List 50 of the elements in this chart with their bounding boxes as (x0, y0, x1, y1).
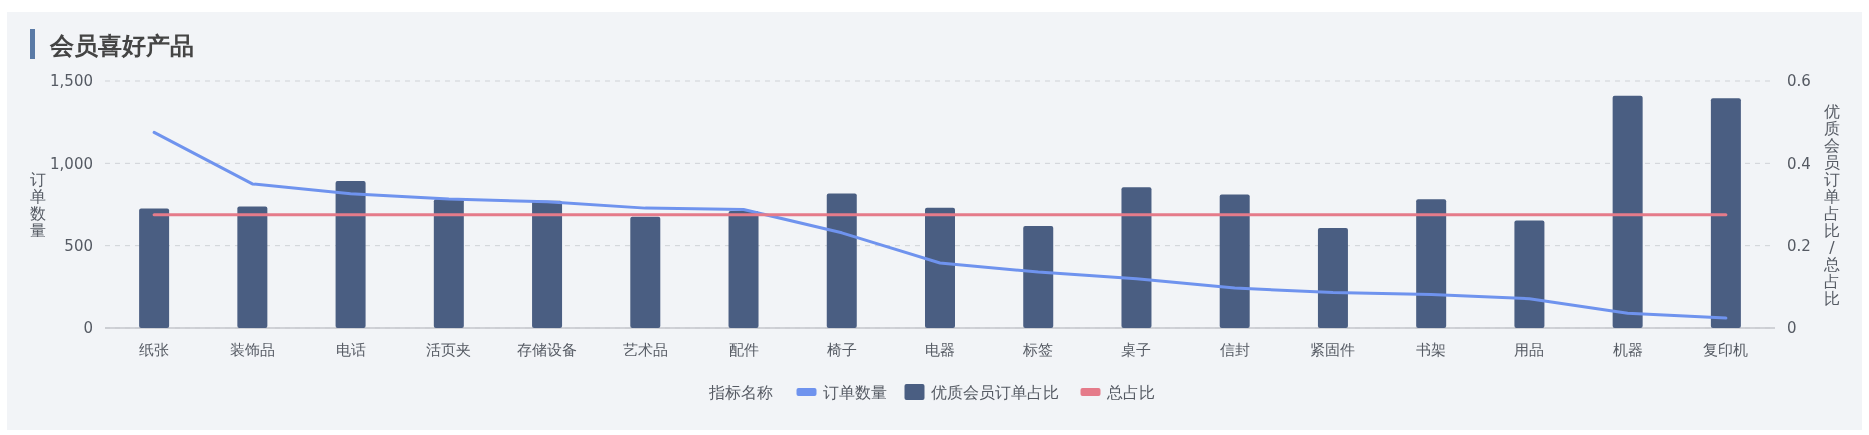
bar (1612, 95, 1643, 328)
bar (630, 216, 661, 328)
bar (335, 181, 366, 328)
bar (1416, 199, 1447, 328)
y2-tick-label: 0.2 (1787, 236, 1811, 255)
bar (826, 193, 857, 328)
x-tick-label: 艺术品 (622, 341, 668, 359)
legend-title: 指标名称 (707, 382, 773, 402)
x-tick-label: 信封 (1219, 341, 1250, 359)
legend-label: 总占比 (1105, 382, 1155, 402)
x-tick-label: 紧固件 (1310, 341, 1356, 359)
x-tick-label: 复印机 (1703, 341, 1749, 359)
x-tick-label: 纸张 (139, 341, 170, 359)
x-tick-label: 标签 (1022, 341, 1054, 359)
x-tick-label: 桌子 (1121, 341, 1152, 359)
bar (1710, 98, 1741, 328)
x-tick-label: 椅子 (826, 341, 857, 359)
bar (139, 208, 170, 328)
chart-title: 会员喜好产品 (49, 32, 194, 60)
bar (433, 199, 464, 328)
x-tick-label: 书架 (1416, 341, 1447, 359)
y2-tick-label: 0.4 (1787, 154, 1811, 173)
bar (1514, 220, 1545, 328)
x-tick-label: 电话 (335, 341, 366, 359)
bar (532, 200, 563, 328)
text: 优质会员订单占比/总占比 (1824, 101, 1840, 308)
bar (1317, 227, 1348, 328)
x-tick-label: 存储设备 (517, 341, 578, 359)
bar (1121, 187, 1152, 328)
bar (1023, 225, 1054, 328)
y-tick-label: 500 (64, 236, 93, 255)
x-tick-label: 机器 (1612, 341, 1643, 359)
y-tick-label: 0 (83, 319, 93, 338)
x-tick-label: 活页夹 (426, 341, 472, 359)
x-tick-label: 配件 (728, 341, 759, 359)
line-series (152, 130, 1728, 320)
y-tick-label: 1,500 (50, 72, 93, 91)
bar (237, 206, 268, 328)
x-tick-label: 电器 (925, 341, 955, 359)
x-tick-label: 装饰品 (229, 341, 275, 359)
legend-label: 订单数量 (822, 382, 887, 402)
bar (728, 211, 759, 328)
y2-tick-label: 0.6 (1787, 72, 1811, 91)
y-tick-label: 1,000 (50, 154, 93, 173)
bar (1219, 194, 1250, 328)
x-tick-label: 用品 (1514, 341, 1545, 359)
y2-tick-label: 0 (1787, 319, 1797, 338)
y-axis-title: 订单数量 (30, 169, 46, 240)
legend-label: 优质会员订单占比 (930, 382, 1059, 402)
bar (925, 207, 955, 328)
